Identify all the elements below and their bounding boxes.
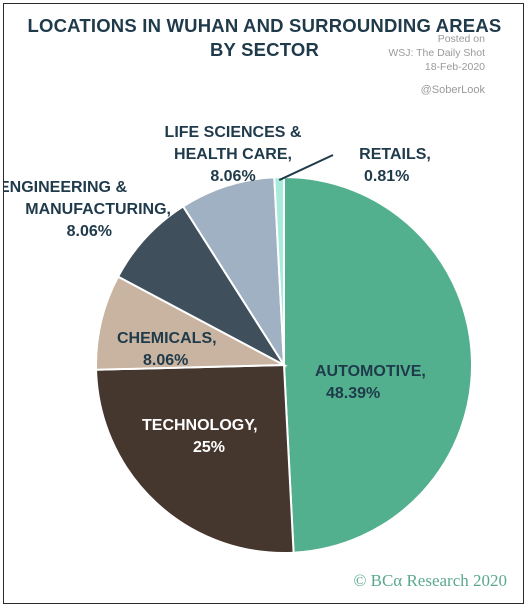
retails-leader-line xyxy=(278,154,334,181)
pie-label-5-value: 8.06% xyxy=(210,168,255,185)
pie-label-1-value: 48.39% xyxy=(326,385,380,402)
source-note: Posted on WSJ: The Daily Shot 18-Feb-202… xyxy=(388,32,485,74)
pie-label-6-name: RETAILS, xyxy=(359,146,431,163)
source-line-3: 18-Feb-2020 xyxy=(424,61,485,73)
pie-label-4-name-2: MANUFACTURING, xyxy=(25,201,171,218)
chart-title-line-1: LOCATIONS IN WUHAN AND SURROUNDING AREAS xyxy=(27,15,502,36)
pie-label-3-name: CHEMICALS, xyxy=(117,330,217,347)
source-line-2: WSJ: The Daily Shot xyxy=(388,47,485,59)
pie-label-5-name: LIFE SCIENCES & xyxy=(165,124,302,141)
copyright-credit: © BCα Research 2020 xyxy=(353,571,507,590)
pie-chart: AUTOMOTIVE, 48.39% TECHNOLOGY, 25% CHEMICALS… xyxy=(4,124,474,554)
pie-slice-5 xyxy=(181,176,286,369)
pie-slice-4 xyxy=(116,204,287,368)
chart-frame: LOCATIONS IN WUHAN AND SURROUNDING AREAS… xyxy=(3,3,524,604)
pie-label-6-value: 0.81% xyxy=(364,168,409,185)
pie-slice-2 xyxy=(95,363,295,554)
pie-label-5-name-2: HEALTH CARE, xyxy=(174,146,292,163)
pie-label-2-value: 25% xyxy=(193,439,225,456)
source-line-1: Posted on xyxy=(437,33,485,45)
pie-slice-1 xyxy=(283,175,474,554)
pie-label-2-name: TECHNOLOGY, xyxy=(142,417,258,434)
chart-title: LOCATIONS IN WUHAN AND SURROUNDING AREAS… xyxy=(4,14,525,62)
chart-title-line-2: BY SECTOR xyxy=(209,39,320,60)
pie-label-4-name: ENGINEERING & xyxy=(4,179,127,196)
pie-label-1-name: AUTOMOTIVE, xyxy=(315,363,426,380)
pie-label-3-value: 8.06% xyxy=(143,352,188,369)
pie-slice-3 xyxy=(95,275,288,371)
source-handle: @SoberLook xyxy=(420,84,485,96)
pie-label-4-value: 8.06% xyxy=(67,223,112,240)
